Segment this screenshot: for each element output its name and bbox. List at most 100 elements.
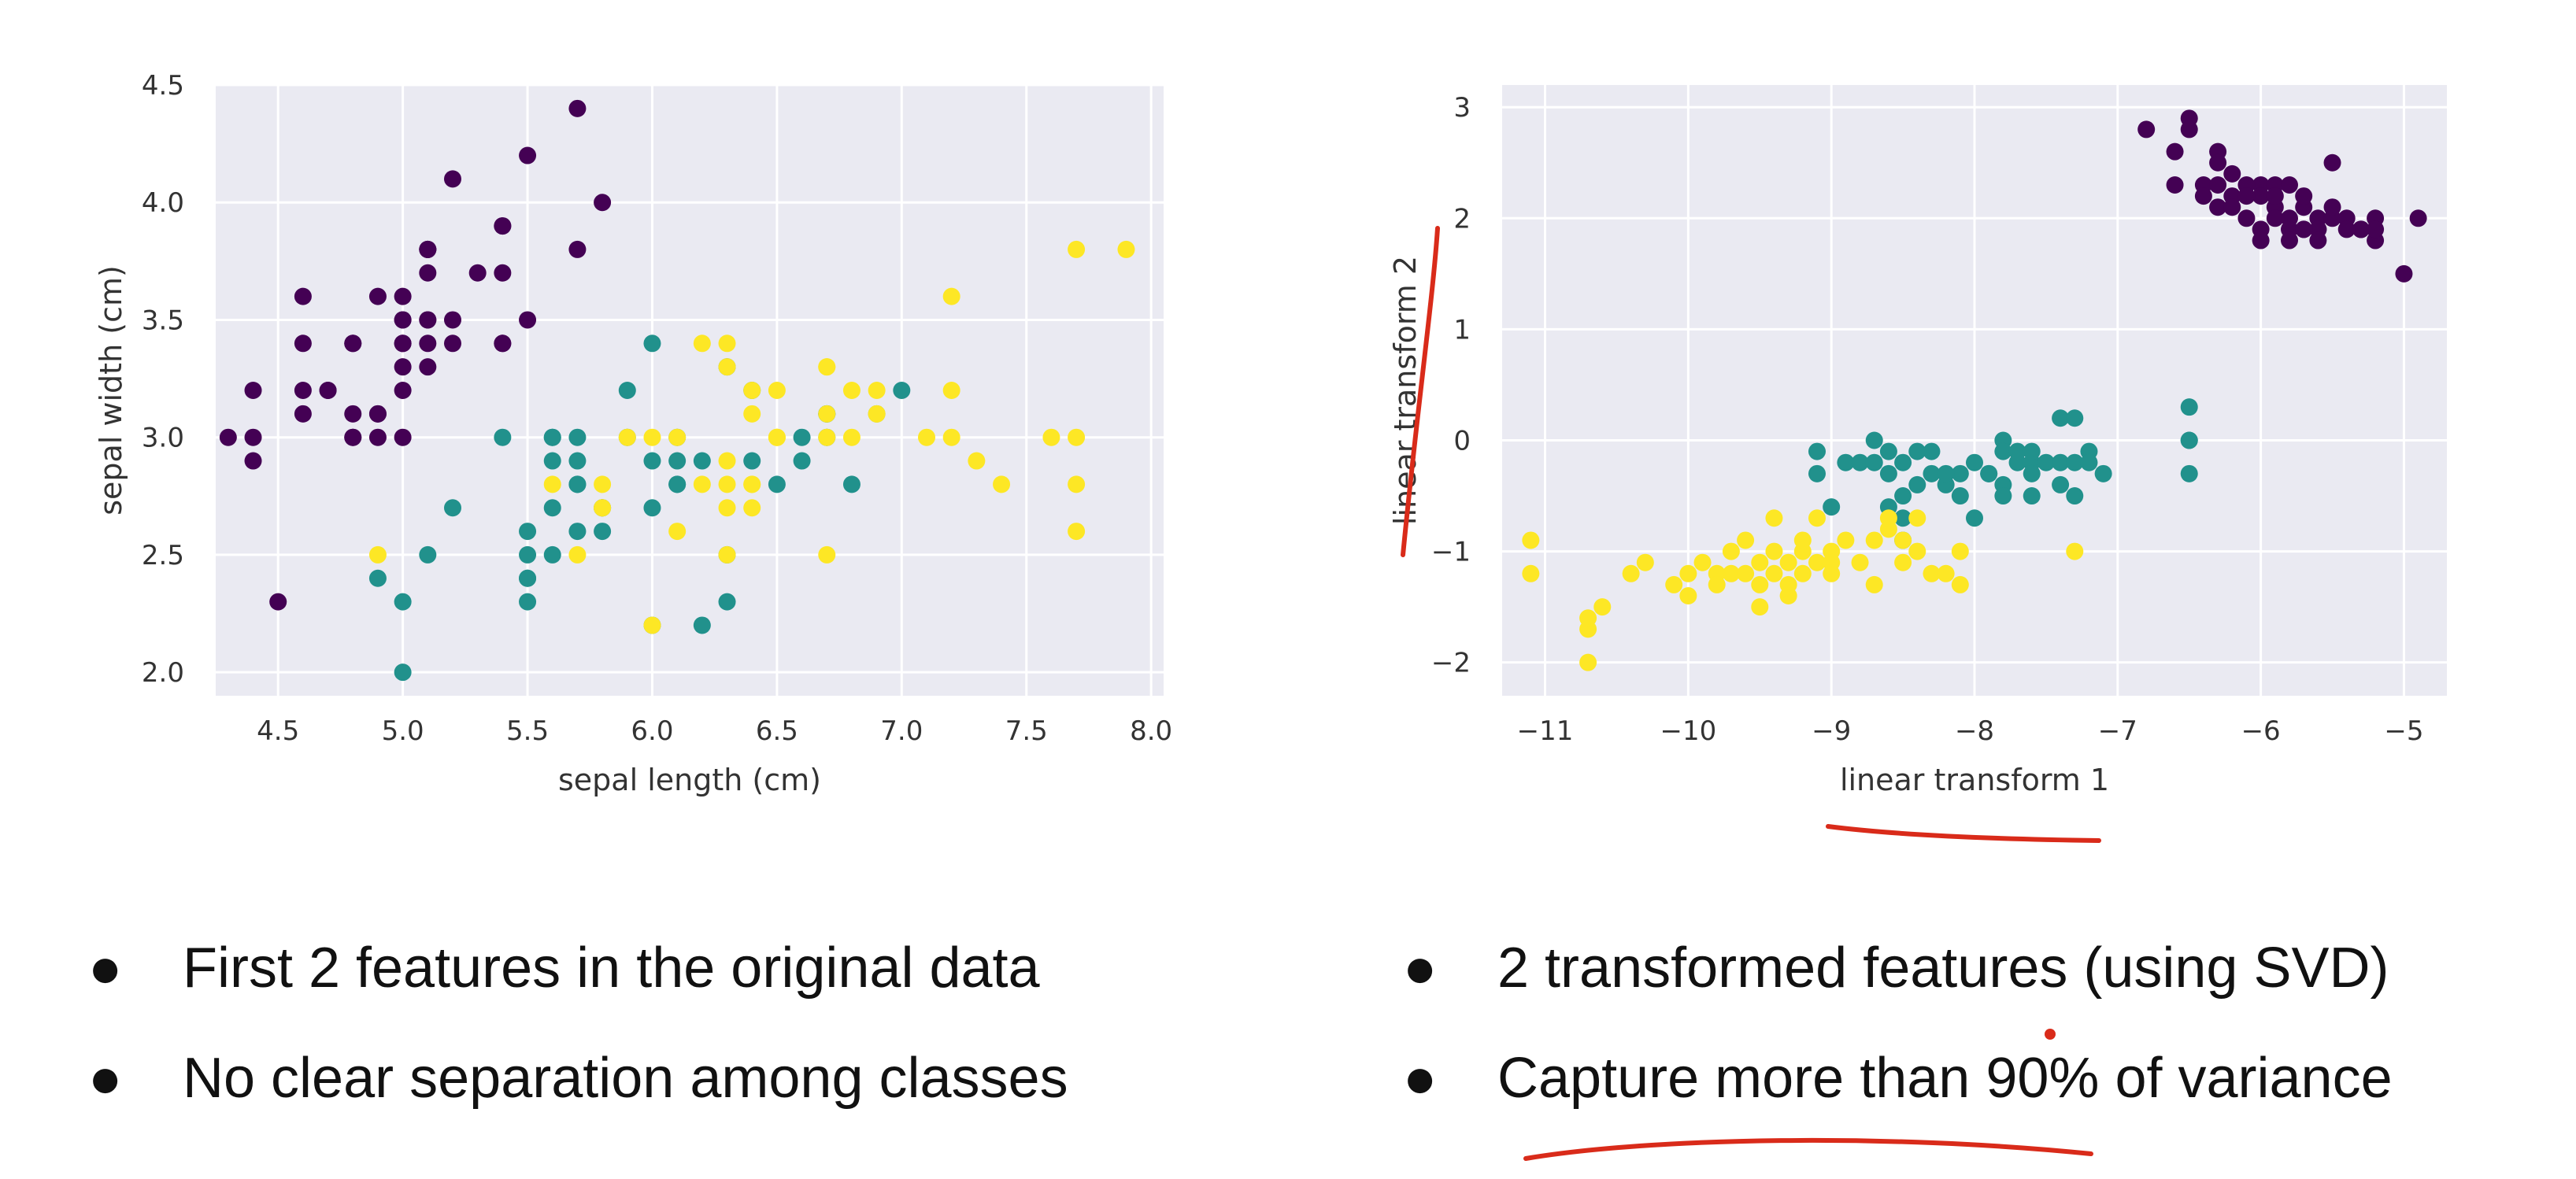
right-data-point-class-1 — [1966, 509, 1983, 527]
left-x-tick-label: 5.0 — [382, 715, 424, 747]
right-data-point-class-2 — [1951, 542, 1969, 560]
left-data-points — [219, 99, 1135, 682]
left-data-point-class-2 — [718, 358, 736, 376]
left-data-point-class-0 — [294, 334, 312, 353]
left-scatter-chart: 4.5 5.0 5.5 6.0 6.5 7.0 7.5 8.0 2.0 2.5 3.0 3.5 4.0… — [94, 70, 1172, 797]
left-x-tick-label: 6.5 — [756, 715, 798, 747]
bullet-annotation-underline — [1523, 1137, 2093, 1161]
right-data-point-class-0 — [2266, 187, 2284, 205]
left-data-point-class-2 — [918, 428, 935, 446]
left-data-point-class-0 — [269, 593, 287, 611]
right-data-point-class-0 — [2237, 187, 2256, 205]
left-x-tick-label: 7.5 — [1005, 715, 1048, 747]
left-data-point-class-2 — [1068, 523, 1086, 541]
right-data-point-class-0 — [2266, 209, 2284, 227]
right-data-point-class-1 — [1994, 442, 2012, 460]
left-data-point-class-1 — [543, 545, 561, 564]
left-data-point-class-0 — [494, 217, 512, 235]
left-data-point-class-1 — [519, 545, 537, 564]
right-data-point-class-1 — [1937, 464, 1955, 482]
left-data-point-class-2 — [368, 545, 387, 564]
left-data-point-class-0 — [444, 311, 461, 329]
right-data-point-class-2 — [1793, 531, 1812, 549]
left-data-point-class-2 — [668, 428, 687, 446]
left-data-point-class-1 — [519, 593, 537, 611]
right-data-point-class-1 — [1923, 442, 1941, 460]
right-data-point-class-0 — [2137, 120, 2156, 139]
right-data-point-class-1 — [2023, 487, 2041, 505]
right-data-point-class-2 — [1793, 564, 1812, 582]
right-data-point-class-0 — [2295, 220, 2313, 238]
right-data-point-class-1 — [1879, 442, 1897, 460]
right-data-point-class-2 — [1679, 564, 1697, 582]
left-data-point-class-1 — [394, 663, 412, 682]
right-data-point-class-1 — [1951, 487, 1969, 505]
right-x-axis-label: linear transform 1 — [1840, 763, 2109, 797]
left-bullet-text-1: First 2 features in the original data — [183, 937, 1040, 1000]
right-y-tick-label: 2 — [1453, 203, 1471, 235]
right-data-point-class-1 — [2037, 453, 2055, 471]
right-data-point-class-2 — [1951, 575, 1969, 593]
right-data-point-class-1 — [2052, 409, 2070, 427]
left-data-point-class-2 — [942, 287, 960, 305]
right-data-point-class-1 — [1980, 464, 1998, 482]
left-data-point-class-1 — [494, 428, 512, 446]
left-data-point-class-0 — [419, 311, 437, 329]
left-data-point-class-0 — [294, 287, 312, 305]
right-data-point-class-2 — [1636, 553, 1654, 571]
left-data-point-class-1 — [693, 616, 711, 634]
left-data-point-class-0 — [394, 334, 412, 353]
right-data-point-class-1 — [1994, 487, 2012, 505]
left-data-point-class-1 — [519, 523, 537, 541]
left-y-tick-label: 2.0 — [142, 657, 184, 689]
right-x-tick-label: −9 — [1812, 715, 1851, 747]
left-data-point-class-0 — [344, 428, 362, 446]
left-data-point-class-0 — [394, 311, 412, 329]
right-data-point-class-1 — [2180, 398, 2198, 416]
left-x-tick-label: 6.0 — [631, 715, 673, 747]
left-data-point-class-1 — [368, 569, 387, 587]
right-data-point-class-2 — [1823, 553, 1841, 571]
left-data-point-class-1 — [793, 452, 811, 470]
left-data-point-class-0 — [394, 382, 412, 399]
right-data-point-class-0 — [2395, 264, 2413, 283]
left-data-point-class-0 — [568, 99, 587, 117]
left-x-tick-label: 7.0 — [880, 715, 923, 747]
right-data-point-class-2 — [1765, 564, 1783, 582]
left-data-point-class-0 — [419, 358, 437, 376]
left-data-point-class-1 — [594, 523, 612, 541]
left-data-point-class-2 — [543, 475, 561, 493]
right-data-point-class-1 — [1894, 509, 1912, 527]
right-x-tick-label: −10 — [1660, 715, 1716, 747]
left-y-axis-label: sepal width (cm) — [94, 265, 128, 516]
left-data-point-class-2 — [818, 358, 836, 376]
right-y-tick-label: −1 — [1431, 537, 1471, 568]
right-data-point-class-1 — [1908, 475, 1926, 493]
right-data-point-class-0 — [2237, 209, 2256, 227]
right-bullet-text-1: 2 transformed features (using SVD) — [1497, 937, 2389, 1000]
left-data-point-class-1 — [618, 382, 636, 399]
right-data-point-class-2 — [1737, 564, 1755, 582]
right-data-point-class-1 — [2023, 442, 2041, 460]
bullet-dot: ● — [88, 937, 123, 1000]
right-data-point-class-0 — [2409, 209, 2427, 227]
right-data-point-class-2 — [1808, 553, 1826, 571]
right-data-point-class-0 — [2209, 153, 2227, 172]
left-data-point-class-0 — [294, 405, 312, 423]
left-data-point-class-2 — [868, 382, 886, 399]
right-data-point-class-1 — [2066, 453, 2084, 471]
right-data-point-class-0 — [2323, 198, 2341, 216]
left-data-point-class-1 — [419, 545, 437, 564]
left-data-point-class-1 — [394, 593, 412, 611]
left-data-point-class-0 — [519, 146, 537, 164]
left-data-point-class-0 — [494, 334, 512, 353]
right-data-point-class-1 — [2094, 464, 2112, 482]
right-data-point-class-2 — [1923, 564, 1941, 582]
left-data-point-class-1 — [568, 428, 587, 446]
right-data-point-class-0 — [2337, 220, 2356, 238]
left-data-point-class-2 — [968, 452, 986, 470]
right-data-point-class-0 — [2209, 198, 2227, 216]
right-data-point-class-1 — [1865, 431, 1883, 449]
right-data-point-class-1 — [1823, 498, 1841, 516]
ylabel-annotation-stroke — [1401, 226, 1440, 557]
